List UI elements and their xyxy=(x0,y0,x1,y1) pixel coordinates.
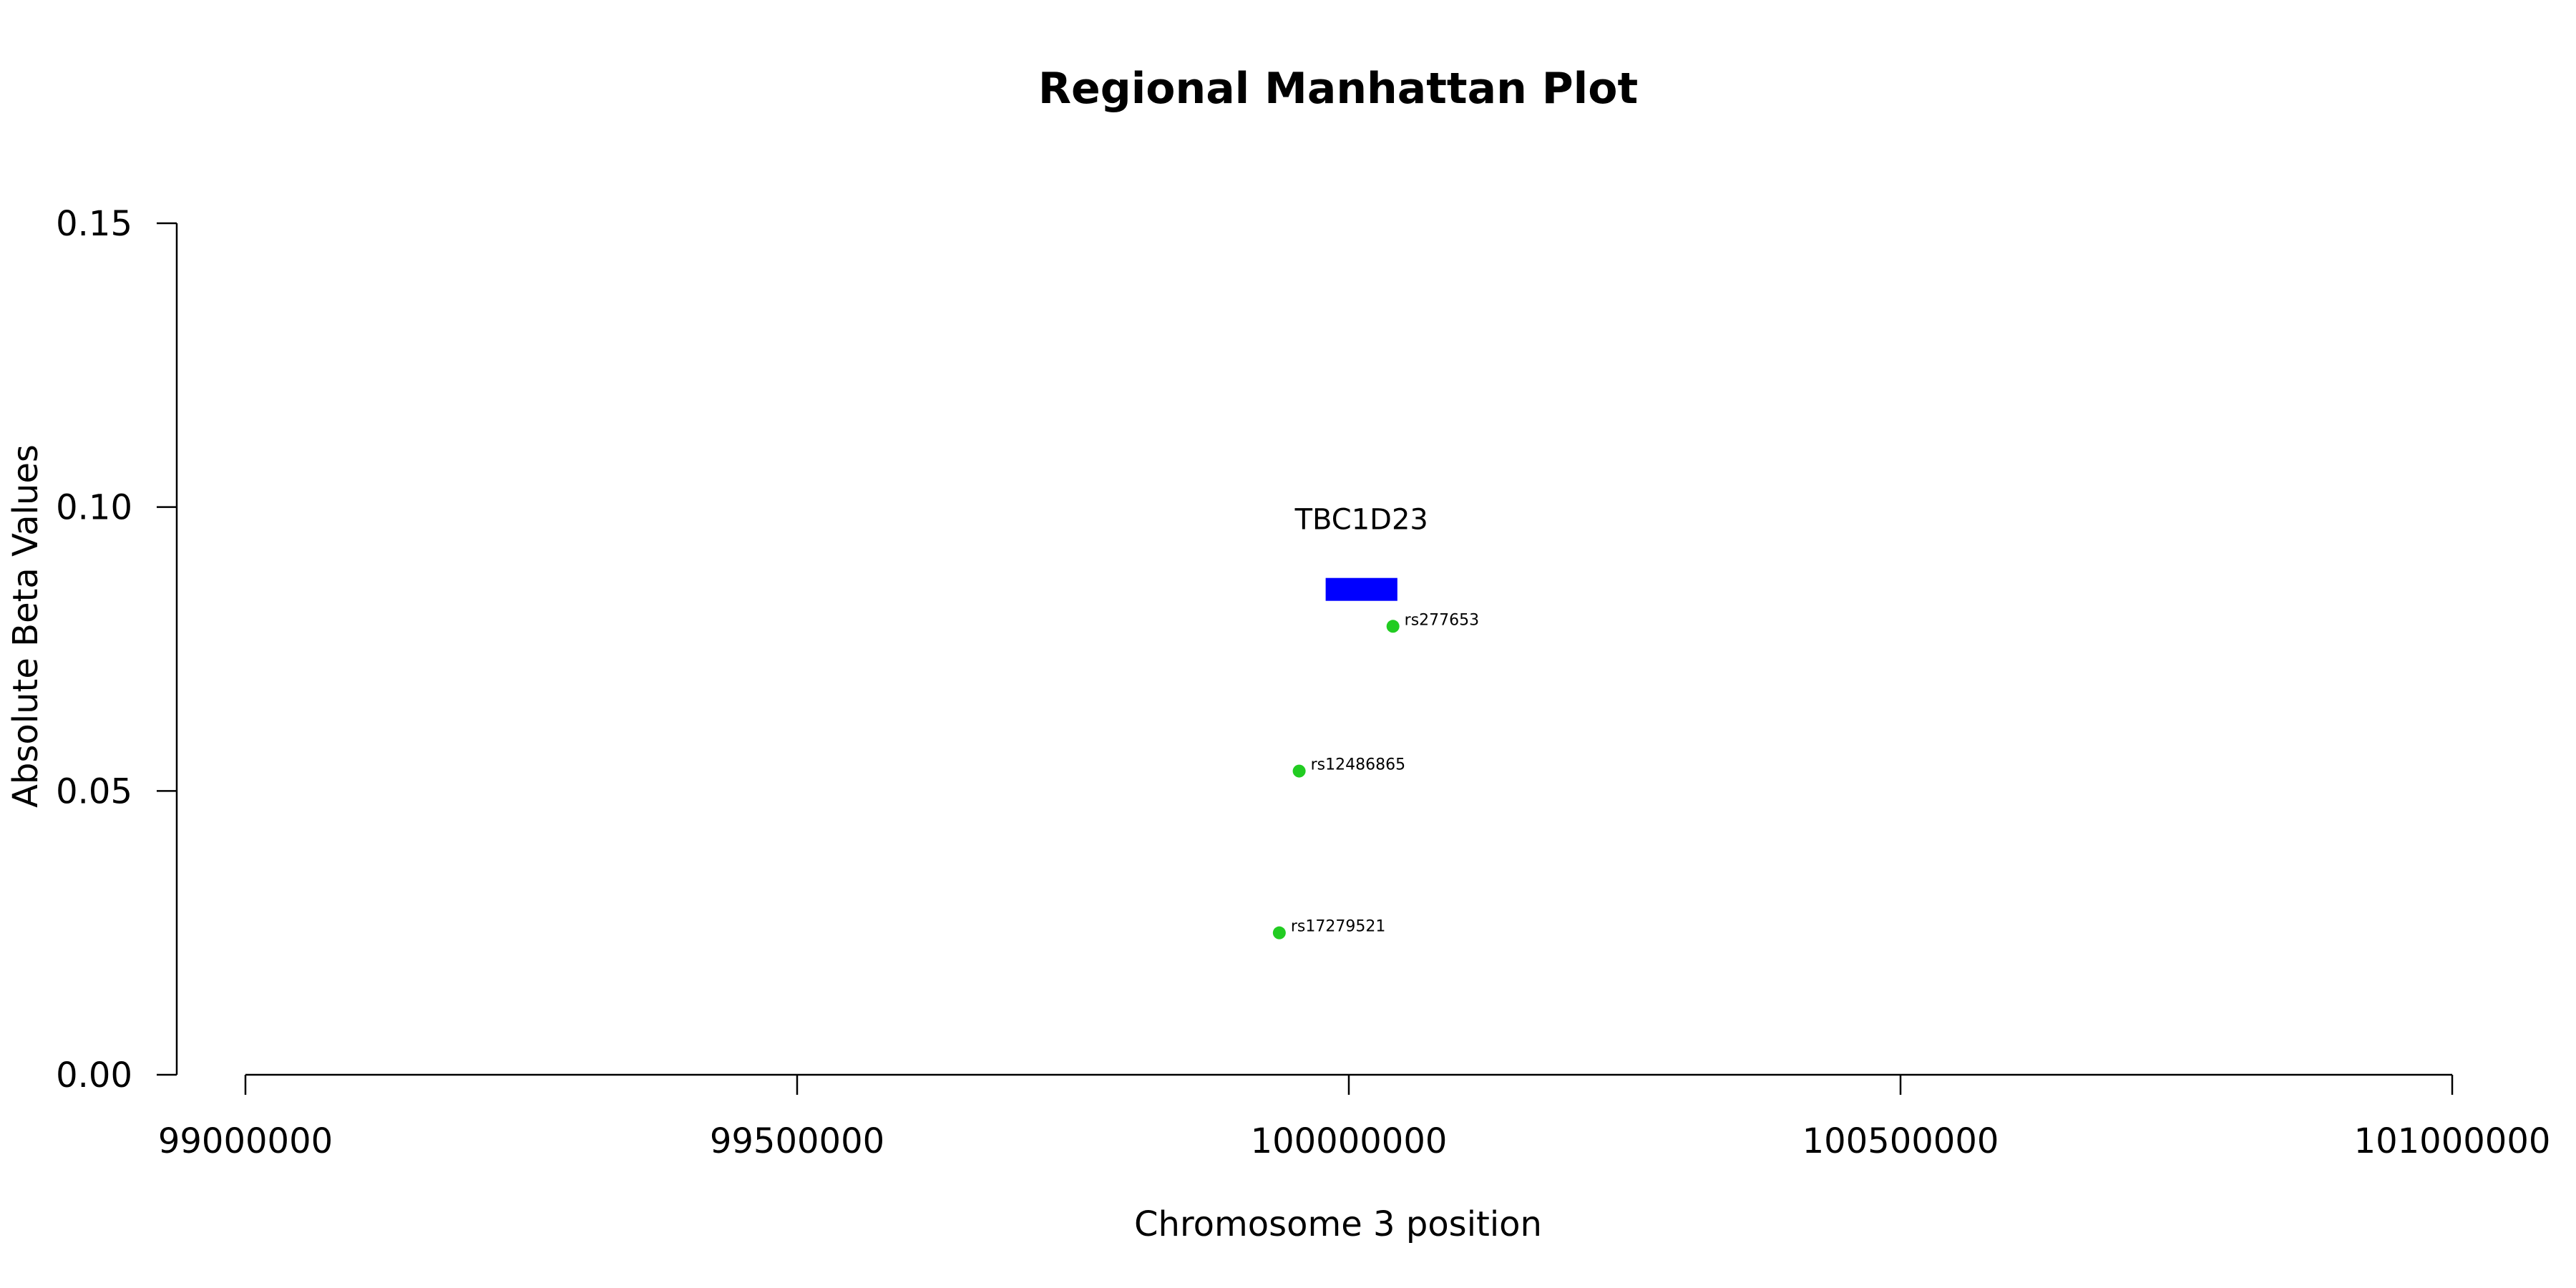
snp-label: rs277653 xyxy=(1405,611,1480,629)
chart-title: Regional Manhattan Plot xyxy=(1038,64,1638,114)
snp-point xyxy=(1386,620,1400,633)
x-tick-label: 99500000 xyxy=(710,1121,884,1161)
x-axis-label: Chromosome 3 position xyxy=(1134,1204,1542,1244)
snp-label: rs12486865 xyxy=(1311,756,1405,774)
snp-point xyxy=(1292,764,1306,778)
y-tick-label: 0.05 xyxy=(56,771,132,811)
gene-label: TBC1D23 xyxy=(1294,504,1428,537)
y-tick-label: 0.10 xyxy=(56,488,132,528)
x-axis: 99000000 99500000 100000000 100500000 101000… xyxy=(158,1073,2551,1161)
x-tick-label: 101000000 xyxy=(2354,1121,2551,1161)
snp-point xyxy=(1272,926,1286,940)
x-tick-label: 100000000 xyxy=(1251,1121,1448,1161)
gene-bar xyxy=(1325,577,1397,601)
y-tick-label: 0.00 xyxy=(56,1055,132,1096)
snp-points: rs277653 rs12486865 rs17279521 xyxy=(1272,611,1480,940)
y-tick-label: 0.15 xyxy=(56,204,132,244)
x-tick-label: 100500000 xyxy=(1802,1121,1999,1161)
snp-label: rs17279521 xyxy=(1291,918,1385,936)
gene-track: TBC1D23 xyxy=(1294,504,1428,601)
x-tick-label: 99000000 xyxy=(158,1121,333,1161)
y-axis: 0.00 0.05 0.10 0.15 xyxy=(56,204,178,1096)
y-axis-label: Absolute Beta Values xyxy=(6,444,46,808)
